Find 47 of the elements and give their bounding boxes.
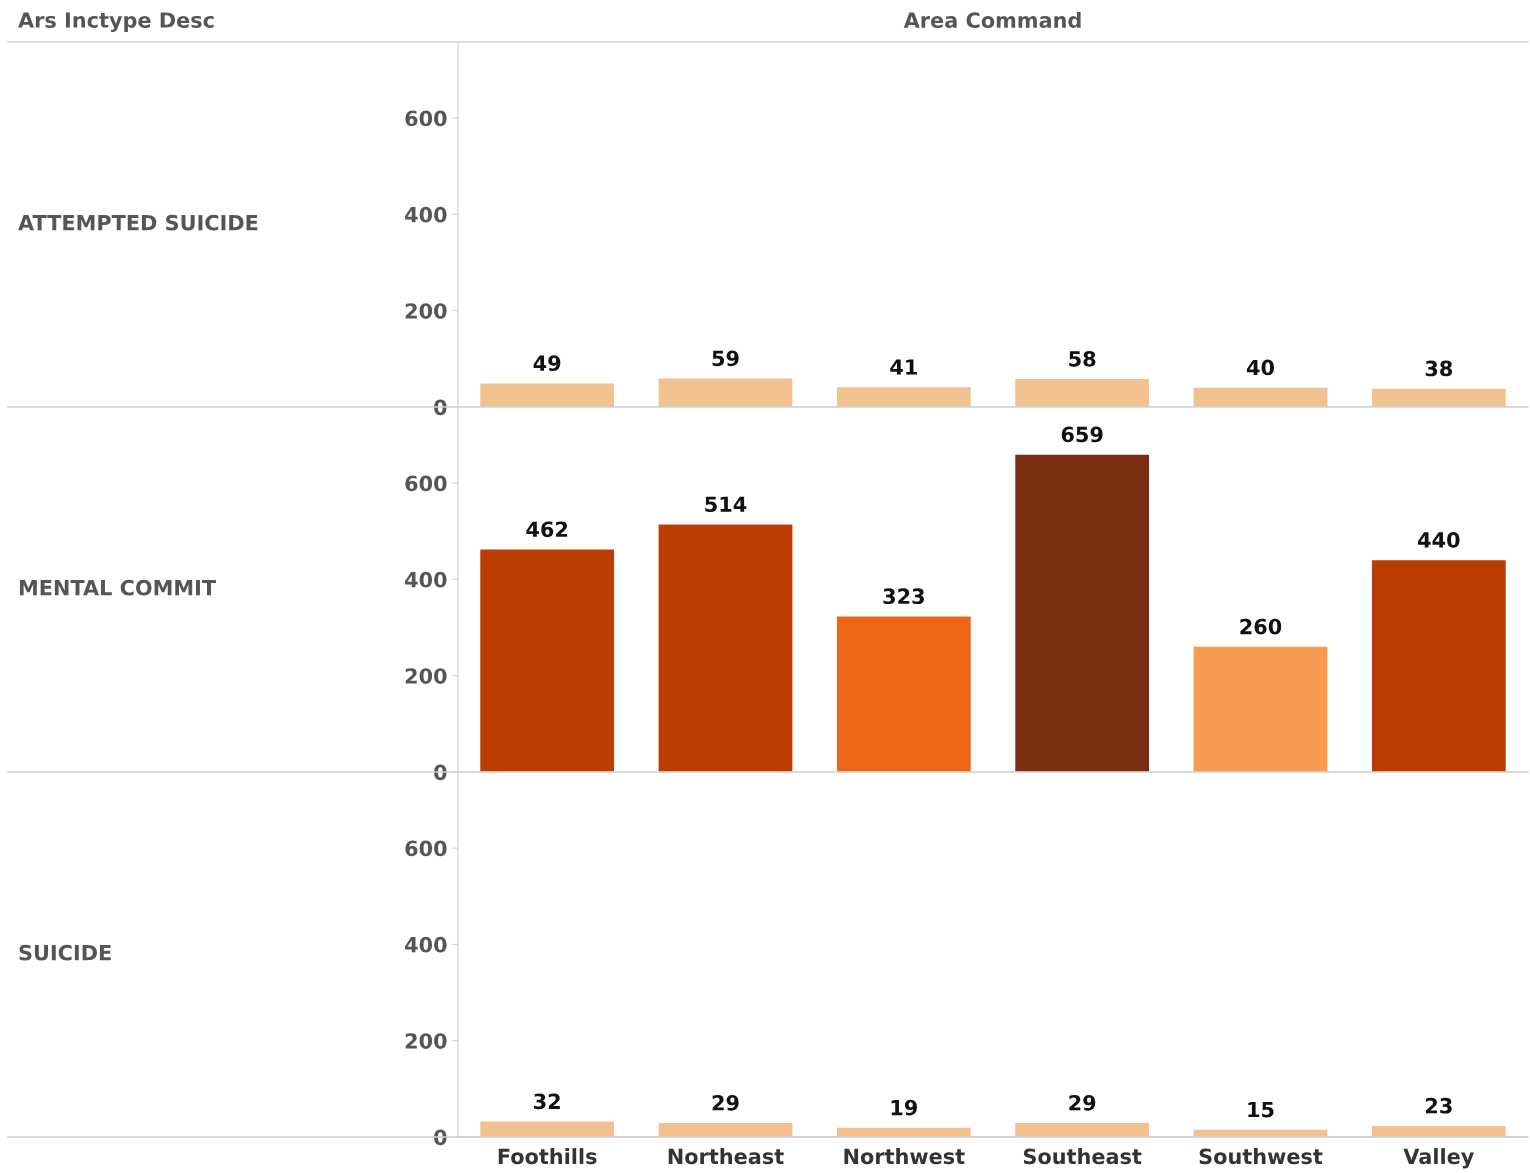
- x-tick-label: Northeast: [668, 1148, 784, 1165]
- y-tick-label: 600: [405, 475, 447, 492]
- y-axis-title: MENTAL COMMIT: [19, 579, 216, 596]
- bar: [1193, 646, 1328, 772]
- data-label: 41: [890, 359, 917, 375]
- data-label: 40: [1246, 359, 1274, 376]
- y-tick-label: 200: [405, 303, 447, 319]
- y-tick-label: 200: [405, 1033, 447, 1049]
- y-tick-label: 600: [405, 110, 447, 127]
- data-label: 440: [1418, 532, 1460, 548]
- data-label: 29: [1069, 1094, 1096, 1111]
- y-tick-label: 400: [405, 571, 447, 588]
- text: Ars Inctype Desc: [18, 12, 214, 33]
- data-label: 514: [705, 496, 747, 513]
- x-tick-label: Southwest: [1199, 1148, 1323, 1165]
- data-label: 59: [712, 350, 739, 367]
- data-label: 38: [1425, 360, 1453, 377]
- bar: [836, 616, 971, 772]
- bar: [480, 549, 615, 772]
- y-tick-label: 400: [405, 206, 447, 223]
- bar: [658, 524, 793, 772]
- y-tick-label: 200: [405, 668, 447, 684]
- bar: [1371, 560, 1506, 772]
- data-label: 19: [891, 1099, 917, 1116]
- data-label: 23: [1425, 1097, 1452, 1114]
- bar: [1015, 454, 1150, 772]
- x-tick-label: Valley: [1403, 1148, 1474, 1169]
- x-tick-label: Southeast: [1023, 1148, 1142, 1165]
- data-label: 323: [883, 588, 924, 605]
- y-tick-label: 600: [405, 840, 447, 857]
- y-axis-title: SUICIDE: [19, 944, 111, 961]
- data-label: 58: [1069, 350, 1096, 367]
- y-tick-label: 400: [405, 936, 447, 953]
- data-label: 15: [1248, 1101, 1274, 1118]
- data-label: 462: [526, 521, 568, 538]
- y-tick-label: 0: [434, 1129, 447, 1146]
- data-label: 29: [712, 1094, 739, 1111]
- y-tick-label: 0: [434, 399, 447, 416]
- x-tick-label: Foothills: [498, 1148, 597, 1165]
- data-label: 49: [533, 355, 561, 372]
- x-tick-label: Northwest: [844, 1148, 965, 1165]
- y-axis-title: ATTEMPTED SUICIDE: [18, 214, 258, 231]
- y-tick-label: 0: [434, 764, 447, 781]
- data-label: 260: [1240, 618, 1282, 635]
- data-label: 659: [1061, 426, 1103, 443]
- text: Area Command: [903, 11, 1081, 29]
- data-label: 32: [534, 1093, 560, 1110]
